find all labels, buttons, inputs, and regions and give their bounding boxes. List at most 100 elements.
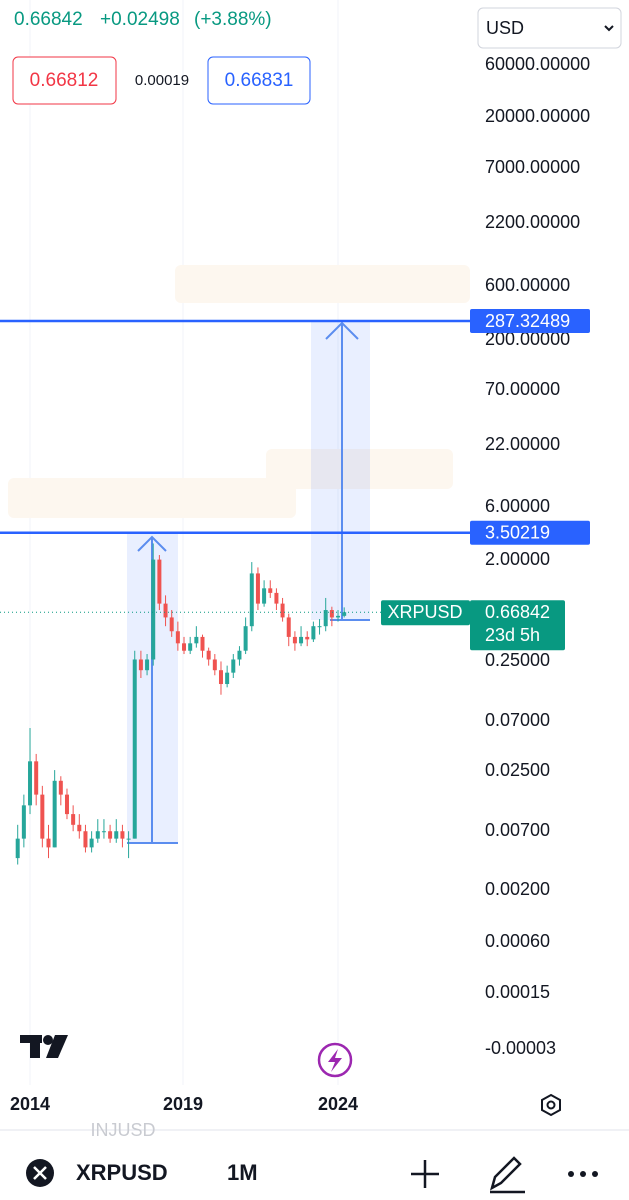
x-axis-label: 2019 bbox=[163, 1094, 203, 1114]
candle-body bbox=[132, 659, 137, 839]
price-axis-label: 0.07000 bbox=[485, 710, 550, 730]
candle-body bbox=[157, 559, 162, 604]
candle-body bbox=[292, 636, 297, 644]
candle-body bbox=[336, 615, 341, 618]
news-icon[interactable] bbox=[328, 1049, 342, 1072]
candle-body bbox=[329, 610, 334, 618]
candle-body bbox=[231, 659, 236, 673]
add-button[interactable] bbox=[411, 1160, 439, 1188]
candle-body bbox=[108, 831, 113, 839]
level-label: 3.50219 bbox=[485, 522, 550, 542]
candle-body bbox=[225, 672, 230, 685]
price-axis-label: 20000.00000 bbox=[485, 106, 590, 126]
countdown: 23d 5h bbox=[485, 625, 540, 645]
spread: 0.00019 bbox=[135, 72, 189, 89]
candle-body bbox=[286, 617, 291, 637]
settings-icon[interactable] bbox=[541, 1093, 561, 1117]
candle-body bbox=[280, 603, 285, 618]
price-axis-label: 0.02500 bbox=[485, 760, 550, 780]
candle-body bbox=[218, 670, 223, 685]
candle-body bbox=[163, 603, 168, 618]
candle-body bbox=[175, 631, 180, 644]
candle-body bbox=[323, 610, 328, 627]
zone bbox=[8, 478, 296, 518]
price: 0.66842 bbox=[14, 9, 83, 30]
level-label-box bbox=[470, 309, 590, 333]
price-axis-label: 0.00060 bbox=[485, 931, 550, 951]
candle-body bbox=[311, 626, 316, 640]
candle-body bbox=[299, 636, 304, 644]
zone bbox=[175, 265, 470, 303]
candle-body bbox=[200, 636, 205, 651]
tv-logo bbox=[20, 1035, 68, 1058]
settings-icon[interactable] bbox=[546, 1100, 556, 1110]
more-button[interactable] bbox=[568, 1171, 598, 1177]
plot bbox=[15, 543, 347, 865]
candle-body bbox=[151, 559, 156, 660]
currency[interactable]: USD bbox=[486, 18, 524, 38]
candle-body bbox=[305, 636, 310, 640]
candle-body bbox=[126, 838, 131, 840]
price-axis-label: 0.00015 bbox=[485, 982, 550, 1002]
candle-body bbox=[28, 761, 33, 806]
ask[interactable]: 0.66831 bbox=[225, 70, 294, 91]
change: +0.02498 bbox=[100, 9, 180, 30]
candle-body bbox=[249, 573, 254, 627]
price-axis-label: 0.00700 bbox=[485, 820, 550, 840]
toolbar-interval[interactable]: 1M bbox=[227, 1160, 258, 1185]
buy-button[interactable] bbox=[207, 56, 311, 105]
dropdown-icon[interactable] bbox=[604, 25, 614, 32]
candle-body bbox=[274, 592, 279, 604]
bid[interactable]: 0.66812 bbox=[30, 70, 99, 91]
candle-body bbox=[194, 636, 199, 644]
price-axis-label: 0.25000 bbox=[485, 650, 550, 670]
price-axis-label: 7000.00000 bbox=[485, 157, 580, 177]
candle-body bbox=[255, 573, 260, 604]
measure-box bbox=[311, 321, 370, 620]
price-axis-label: 0.00200 bbox=[485, 879, 550, 899]
level-label-box bbox=[470, 520, 590, 545]
candle-body bbox=[114, 831, 119, 839]
candle-body bbox=[212, 659, 217, 671]
candle-body bbox=[262, 588, 267, 604]
toolbar-symbol[interactable]: XRPUSD bbox=[76, 1160, 168, 1185]
candle-body bbox=[40, 794, 45, 839]
zone bbox=[266, 449, 453, 489]
candle-body bbox=[101, 831, 106, 833]
candle-body bbox=[46, 838, 51, 848]
candle-body bbox=[15, 838, 20, 859]
currency-select[interactable] bbox=[477, 7, 622, 49]
price-axis-label: 2.00000 bbox=[485, 549, 550, 569]
close-icon[interactable] bbox=[33, 1166, 47, 1180]
candle-body bbox=[95, 831, 100, 839]
price-axis-label: 200.00000 bbox=[485, 329, 570, 349]
candle-body bbox=[182, 643, 187, 651]
candle-body bbox=[34, 761, 39, 795]
last-price-box bbox=[470, 600, 565, 651]
last-price: 0.66842 bbox=[485, 602, 550, 622]
candle-body bbox=[21, 805, 26, 839]
draw-button[interactable] bbox=[490, 1156, 525, 1194]
price-axis-label: 60000.00000 bbox=[485, 54, 590, 74]
x-axis-label: 2024 bbox=[318, 1094, 358, 1114]
sell-button[interactable] bbox=[12, 56, 117, 105]
price-axis-label: -0.00003 bbox=[485, 1038, 556, 1058]
candle-body bbox=[58, 780, 63, 795]
candle-body bbox=[120, 831, 125, 839]
candle-body bbox=[145, 659, 150, 671]
candle-body bbox=[206, 650, 211, 660]
candle-body bbox=[317, 626, 322, 628]
candle-body bbox=[268, 588, 273, 593]
candle-body bbox=[77, 824, 82, 832]
symbol-label: XRPUSD bbox=[387, 602, 462, 622]
price-axis-label: 600.00000 bbox=[485, 275, 570, 295]
x-axis-label: 2014 bbox=[10, 1094, 50, 1114]
candle-body bbox=[169, 617, 174, 632]
candle-body bbox=[64, 794, 69, 815]
candle-body bbox=[83, 831, 88, 848]
price-axis-label: 2200.00000 bbox=[485, 212, 580, 232]
ghost-symbol: INJUSD bbox=[90, 1120, 155, 1140]
candle-body bbox=[342, 612, 347, 616]
